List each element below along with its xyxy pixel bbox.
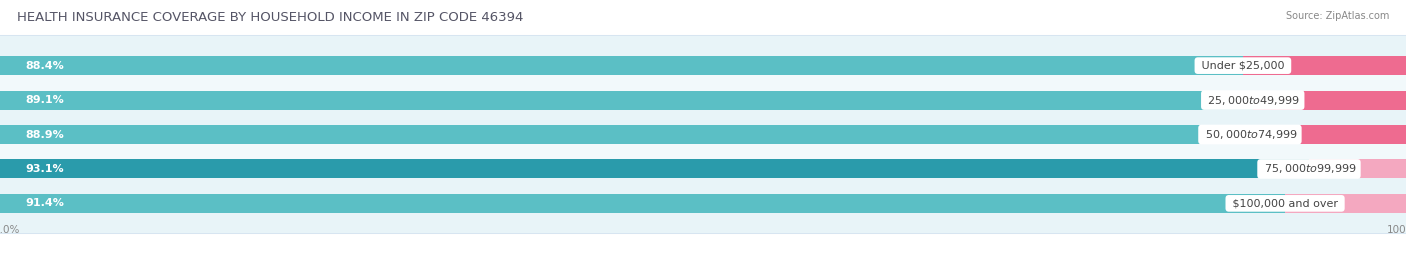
Text: Under $25,000: Under $25,000 — [1198, 61, 1288, 71]
Bar — [1253, 91, 1406, 109]
Bar — [1309, 160, 1406, 178]
Bar — [0, 194, 1285, 213]
Text: 91.4%: 91.4% — [25, 198, 65, 208]
Text: $100,000 and over: $100,000 and over — [1229, 198, 1341, 208]
Text: 89.1%: 89.1% — [25, 95, 65, 105]
FancyBboxPatch shape — [0, 139, 1406, 199]
Text: Source: ZipAtlas.com: Source: ZipAtlas.com — [1285, 11, 1389, 21]
Text: $75,000 to $99,999: $75,000 to $99,999 — [1261, 162, 1357, 175]
Text: 88.9%: 88.9% — [25, 129, 65, 140]
Bar — [1285, 194, 1406, 213]
Bar — [0, 125, 1250, 144]
Bar — [0, 160, 1309, 178]
Bar — [0, 91, 1253, 109]
FancyBboxPatch shape — [0, 173, 1406, 234]
Bar — [1243, 56, 1406, 75]
Text: $50,000 to $74,999: $50,000 to $74,999 — [1202, 128, 1298, 141]
Bar — [0, 56, 1243, 75]
Text: 88.4%: 88.4% — [25, 61, 65, 71]
Text: HEALTH INSURANCE COVERAGE BY HOUSEHOLD INCOME IN ZIP CODE 46394: HEALTH INSURANCE COVERAGE BY HOUSEHOLD I… — [17, 11, 523, 24]
FancyBboxPatch shape — [0, 104, 1406, 165]
Text: $25,000 to $49,999: $25,000 to $49,999 — [1205, 94, 1301, 107]
Text: 93.1%: 93.1% — [25, 164, 63, 174]
FancyBboxPatch shape — [0, 70, 1406, 130]
Bar — [1250, 125, 1406, 144]
FancyBboxPatch shape — [0, 35, 1406, 96]
